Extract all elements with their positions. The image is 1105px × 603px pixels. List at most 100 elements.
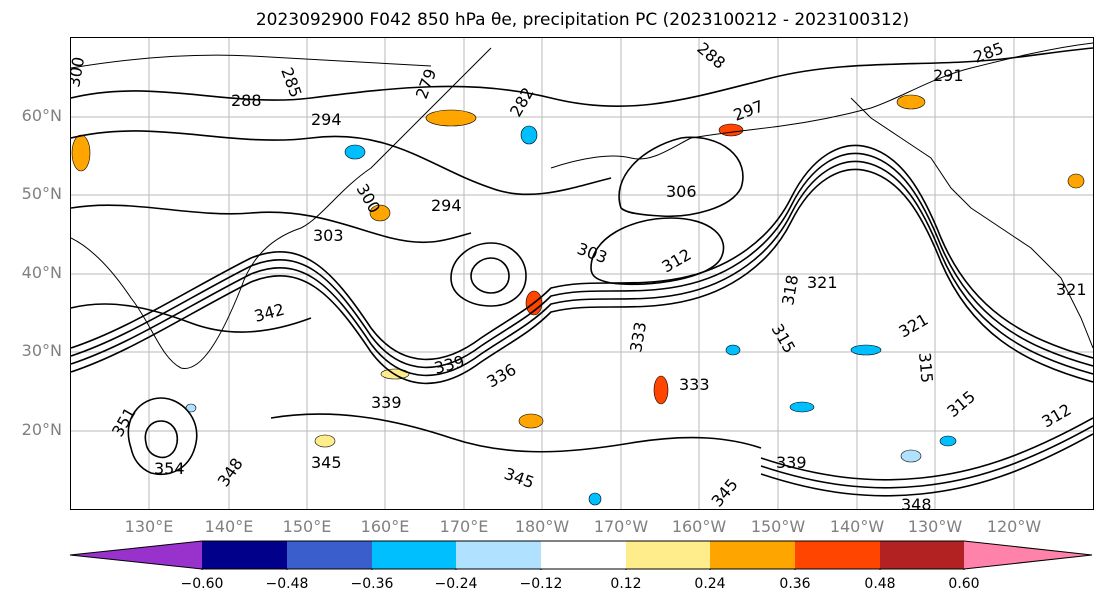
lon-label-150e: 150°E [282, 517, 332, 536]
contour-label: 294 [431, 196, 462, 215]
contour-line [71, 130, 612, 196]
contour-label: 297 [731, 96, 766, 124]
colorbar-label: 0.24 [694, 576, 726, 592]
siberia-coastline [71, 54, 432, 69]
contour-line [71, 168, 1093, 385]
contour-label: 312 [659, 245, 695, 277]
contour-line [71, 160, 1093, 377]
contour-line [470, 257, 510, 294]
contour-label: 315 [915, 352, 937, 384]
contour-label: 285 [277, 65, 305, 100]
contour-label: 333 [679, 375, 710, 394]
lat-label-50n: 50°N [21, 184, 62, 203]
contour-line [590, 217, 725, 286]
colorbar-swatch [964, 541, 1092, 569]
lon-label-150w: 150°W [750, 517, 806, 536]
precip-blob [71, 134, 91, 172]
contour-line [127, 397, 198, 475]
precip-anomaly-blobs [71, 94, 1085, 506]
lon-label-130w: 130°W [907, 517, 963, 536]
colorbar-swatch [710, 541, 795, 569]
lat-label-20n: 20°N [21, 420, 62, 439]
colorbar-label: 0.36 [779, 576, 811, 592]
contour-label: 321 [1056, 280, 1087, 299]
precip-blob [344, 144, 366, 160]
colorbar-swatch [70, 541, 202, 569]
contour-label: 318 [778, 273, 802, 306]
theta-e-contours [71, 47, 1093, 497]
contour-label: 294 [311, 110, 342, 129]
gridlines [71, 38, 1093, 509]
lon-label-140w: 140°W [829, 517, 885, 536]
contour-label: 339 [776, 453, 807, 472]
colorbar-label: 0.12 [610, 576, 642, 592]
contour-label: 333 [626, 320, 650, 353]
contour-label: 288 [231, 91, 262, 110]
contour-line [71, 204, 472, 244]
contour-line [760, 417, 1093, 481]
contour-label: 279 [412, 66, 440, 101]
precip-blob [653, 375, 669, 405]
contour-line [760, 433, 1093, 497]
contour-label: 339 [371, 393, 402, 412]
contour-label: 306 [666, 182, 697, 201]
lat-label-60n: 60°N [21, 106, 62, 125]
map-title: 2023092900 F042 850 hPa θe, precipitatio… [255, 10, 910, 30]
contour-label: 300 [71, 55, 88, 88]
precip-blob [518, 413, 544, 429]
colorbar-label: −0.60 [180, 576, 224, 592]
lat-label-40n: 40°N [21, 263, 62, 282]
precip-blob [850, 344, 882, 356]
contour-label: 336 [484, 360, 520, 392]
lon-label-180w: 180°W [514, 517, 570, 536]
coastlines [71, 42, 1093, 369]
colorbar-swatch [880, 541, 964, 569]
colorbar-label: 0.60 [948, 576, 980, 592]
precip-blob [588, 492, 602, 506]
contour-label: 315 [768, 321, 800, 357]
contour-line [144, 420, 179, 459]
contour-line [71, 303, 312, 333]
precip-blob [939, 435, 957, 447]
precip-blob [718, 123, 744, 137]
contour-label: 321 [807, 273, 838, 292]
colorbar-label: −0.48 [265, 576, 309, 592]
contour-label: 354 [154, 459, 185, 478]
contour-label: 351 [108, 404, 140, 440]
lon-label-130e: 130°E [124, 517, 174, 536]
lon-label-170e: 170°E [439, 517, 489, 536]
contour-label: 348 [901, 495, 932, 509]
contour-line [760, 425, 1093, 489]
precip-blob [725, 344, 741, 356]
lat-label-30n: 30°N [21, 341, 62, 360]
contour-label: 321 [896, 310, 932, 342]
precip-blob [520, 125, 538, 145]
precip-blob [896, 94, 926, 110]
colorbar-swatch [372, 541, 456, 569]
colorbar [69, 540, 1093, 570]
colorbar-label: −0.36 [350, 576, 394, 592]
contour-line [450, 242, 527, 307]
lon-label-160e: 160°E [360, 517, 410, 536]
alaska-coastline [550, 42, 1093, 169]
map-panel: 300 285 288 279 294 288 285 291 282 297 … [71, 38, 1093, 509]
precip-blob [1067, 173, 1085, 189]
contour-line [71, 152, 1093, 369]
contour-label: 285 [971, 38, 1006, 66]
contour-label: 303 [313, 226, 344, 245]
colorbar-swatch [795, 541, 880, 569]
contour-label: 345 [311, 453, 342, 472]
contour-line [270, 413, 762, 453]
contour-line [618, 136, 744, 218]
colorbar-label: −0.12 [519, 576, 563, 592]
contour-label: 291 [933, 66, 964, 85]
na-west-coastline [850, 97, 1093, 349]
colorbar-swatch [626, 541, 710, 569]
contour-label: 348 [214, 454, 247, 490]
contour-label: 345 [708, 475, 742, 509]
contour-label: 282 [506, 84, 538, 120]
precip-blob [369, 204, 391, 222]
lon-label-160w: 160°W [671, 517, 727, 536]
precip-blob [314, 434, 336, 448]
contour-label: 312 [1039, 400, 1075, 432]
